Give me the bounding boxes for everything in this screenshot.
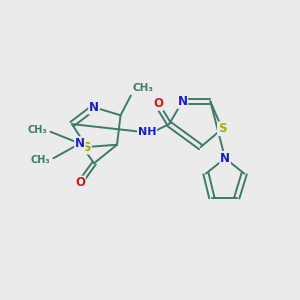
- Text: CH₃: CH₃: [27, 125, 47, 135]
- Text: O: O: [75, 176, 85, 190]
- Text: N: N: [220, 152, 230, 165]
- Text: S: S: [82, 141, 91, 154]
- Text: N: N: [89, 101, 99, 114]
- Text: O: O: [153, 97, 163, 110]
- Text: N: N: [75, 137, 85, 150]
- Text: CH₃: CH₃: [132, 82, 153, 93]
- Text: N: N: [177, 95, 188, 108]
- Text: CH₃: CH₃: [30, 155, 50, 165]
- Text: S: S: [218, 122, 226, 135]
- Text: NH: NH: [138, 127, 156, 137]
